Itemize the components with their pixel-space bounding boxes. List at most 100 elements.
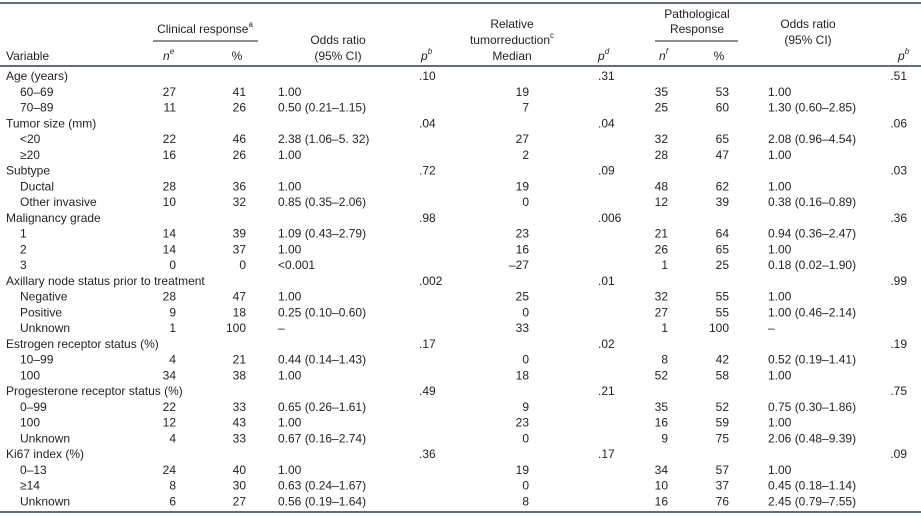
- cell: 36: [233, 179, 247, 193]
- cell: 75: [716, 431, 730, 445]
- row-label: Unknown: [20, 321, 70, 335]
- cell: .17: [419, 337, 436, 351]
- cell: .72: [419, 164, 436, 178]
- cell: 1.00: [278, 463, 302, 477]
- row-label: ≥20: [20, 148, 40, 162]
- cell: 43: [233, 416, 247, 430]
- cell: 1.00: [768, 179, 792, 193]
- cell: 40: [233, 463, 247, 477]
- cell: 25: [716, 258, 730, 272]
- cell: 60: [716, 101, 730, 115]
- cell: .006: [598, 211, 622, 225]
- cell: 2.08 (0.96–4.54): [768, 132, 856, 146]
- cell: .36: [419, 447, 436, 461]
- cell: 0.18 (0.02–1.90): [768, 258, 856, 272]
- cell: 0.50 (0.21–1.15): [278, 101, 366, 115]
- cell: 1.00: [278, 179, 302, 193]
- section-label: Estrogen receptor status (%): [6, 337, 159, 351]
- cell: 64: [716, 227, 730, 241]
- cell: 65: [716, 132, 730, 146]
- row-label: 100: [20, 368, 40, 382]
- cell: 26: [233, 101, 247, 115]
- cell: 57: [716, 463, 730, 477]
- cell: 55: [716, 305, 730, 319]
- cell: 12: [655, 195, 669, 209]
- cell: 0.56 (0.19–1.64): [278, 494, 366, 508]
- cell: 0: [522, 431, 529, 445]
- cell: 38: [233, 368, 247, 382]
- cell: 1.00: [278, 290, 302, 304]
- row-label: 1: [20, 227, 27, 241]
- section-label: Tumor size (mm): [6, 116, 96, 130]
- cell: 1.00: [278, 368, 302, 382]
- cell: 8: [661, 353, 668, 367]
- cell: 8: [169, 479, 176, 493]
- cell: 9: [661, 431, 668, 445]
- cell: 33: [233, 400, 247, 414]
- cell: .06: [890, 116, 907, 130]
- cell: 53: [716, 85, 730, 99]
- cell: 1: [661, 258, 668, 272]
- cell: 0.94 (0.36–2.47): [768, 227, 856, 241]
- section-label: Age (years): [6, 69, 68, 83]
- row-label: 100: [20, 416, 40, 430]
- cell: 65: [716, 242, 730, 256]
- cell: 1.00: [768, 416, 792, 430]
- row-label: Positive: [20, 305, 62, 319]
- row-label: 0–13: [20, 463, 47, 477]
- cell: 35: [655, 85, 669, 99]
- cell: .31: [598, 69, 615, 83]
- cell: 32: [655, 290, 669, 304]
- row-label: 2: [20, 242, 27, 256]
- cell: 58: [716, 368, 730, 382]
- cell: 25: [516, 290, 530, 304]
- header: Median: [492, 49, 531, 63]
- header: Pathological: [664, 7, 729, 21]
- cell: 1.00: [768, 242, 792, 256]
- cell: 28: [163, 179, 177, 193]
- cell: .01: [598, 274, 615, 288]
- header: Clinical responsea: [157, 20, 253, 36]
- cell: 1.00: [278, 148, 302, 162]
- cell: 0.25 (0.10–0.60): [278, 305, 366, 319]
- cell: 48: [655, 179, 669, 193]
- cell: 14: [163, 242, 177, 256]
- cell: .09: [890, 447, 907, 461]
- cell: 6: [169, 494, 176, 508]
- cell: 28: [163, 290, 177, 304]
- cell: 62: [716, 179, 730, 193]
- cell: .09: [598, 164, 615, 178]
- cell: 27: [516, 132, 530, 146]
- row-label: 0–99: [20, 400, 47, 414]
- cell: 1.09 (0.43–2.79): [278, 227, 366, 241]
- cell: 27: [163, 85, 177, 99]
- row-label: Unknown: [20, 494, 70, 508]
- cell: 39: [233, 227, 247, 241]
- cell: .10: [419, 69, 436, 83]
- cell: 26: [655, 242, 669, 256]
- cell: 34: [163, 368, 177, 382]
- cell: 52: [655, 368, 669, 382]
- cell: –: [768, 321, 775, 335]
- cell: .03: [890, 164, 907, 178]
- cell: 10: [655, 479, 669, 493]
- cell: 1.00: [768, 463, 792, 477]
- cell: 0.85 (0.35–2.06): [278, 195, 366, 209]
- cell: 0.65 (0.26–1.61): [278, 400, 366, 414]
- cell: 0: [522, 195, 529, 209]
- cell: .04: [419, 116, 436, 130]
- cell: 33: [516, 321, 530, 335]
- cell: 22: [163, 132, 177, 146]
- cell: 32: [655, 132, 669, 146]
- row-label: <20: [20, 132, 41, 146]
- cell: 0: [522, 479, 529, 493]
- cell: .99: [890, 274, 907, 288]
- cell: 9: [169, 305, 176, 319]
- cell: 1.00: [278, 85, 302, 99]
- cell: 55: [716, 290, 730, 304]
- cell: 7: [522, 101, 529, 115]
- cell: 1.00 (0.46–2.14): [768, 305, 856, 319]
- cell: 41: [233, 85, 247, 99]
- cell: 42: [716, 353, 730, 367]
